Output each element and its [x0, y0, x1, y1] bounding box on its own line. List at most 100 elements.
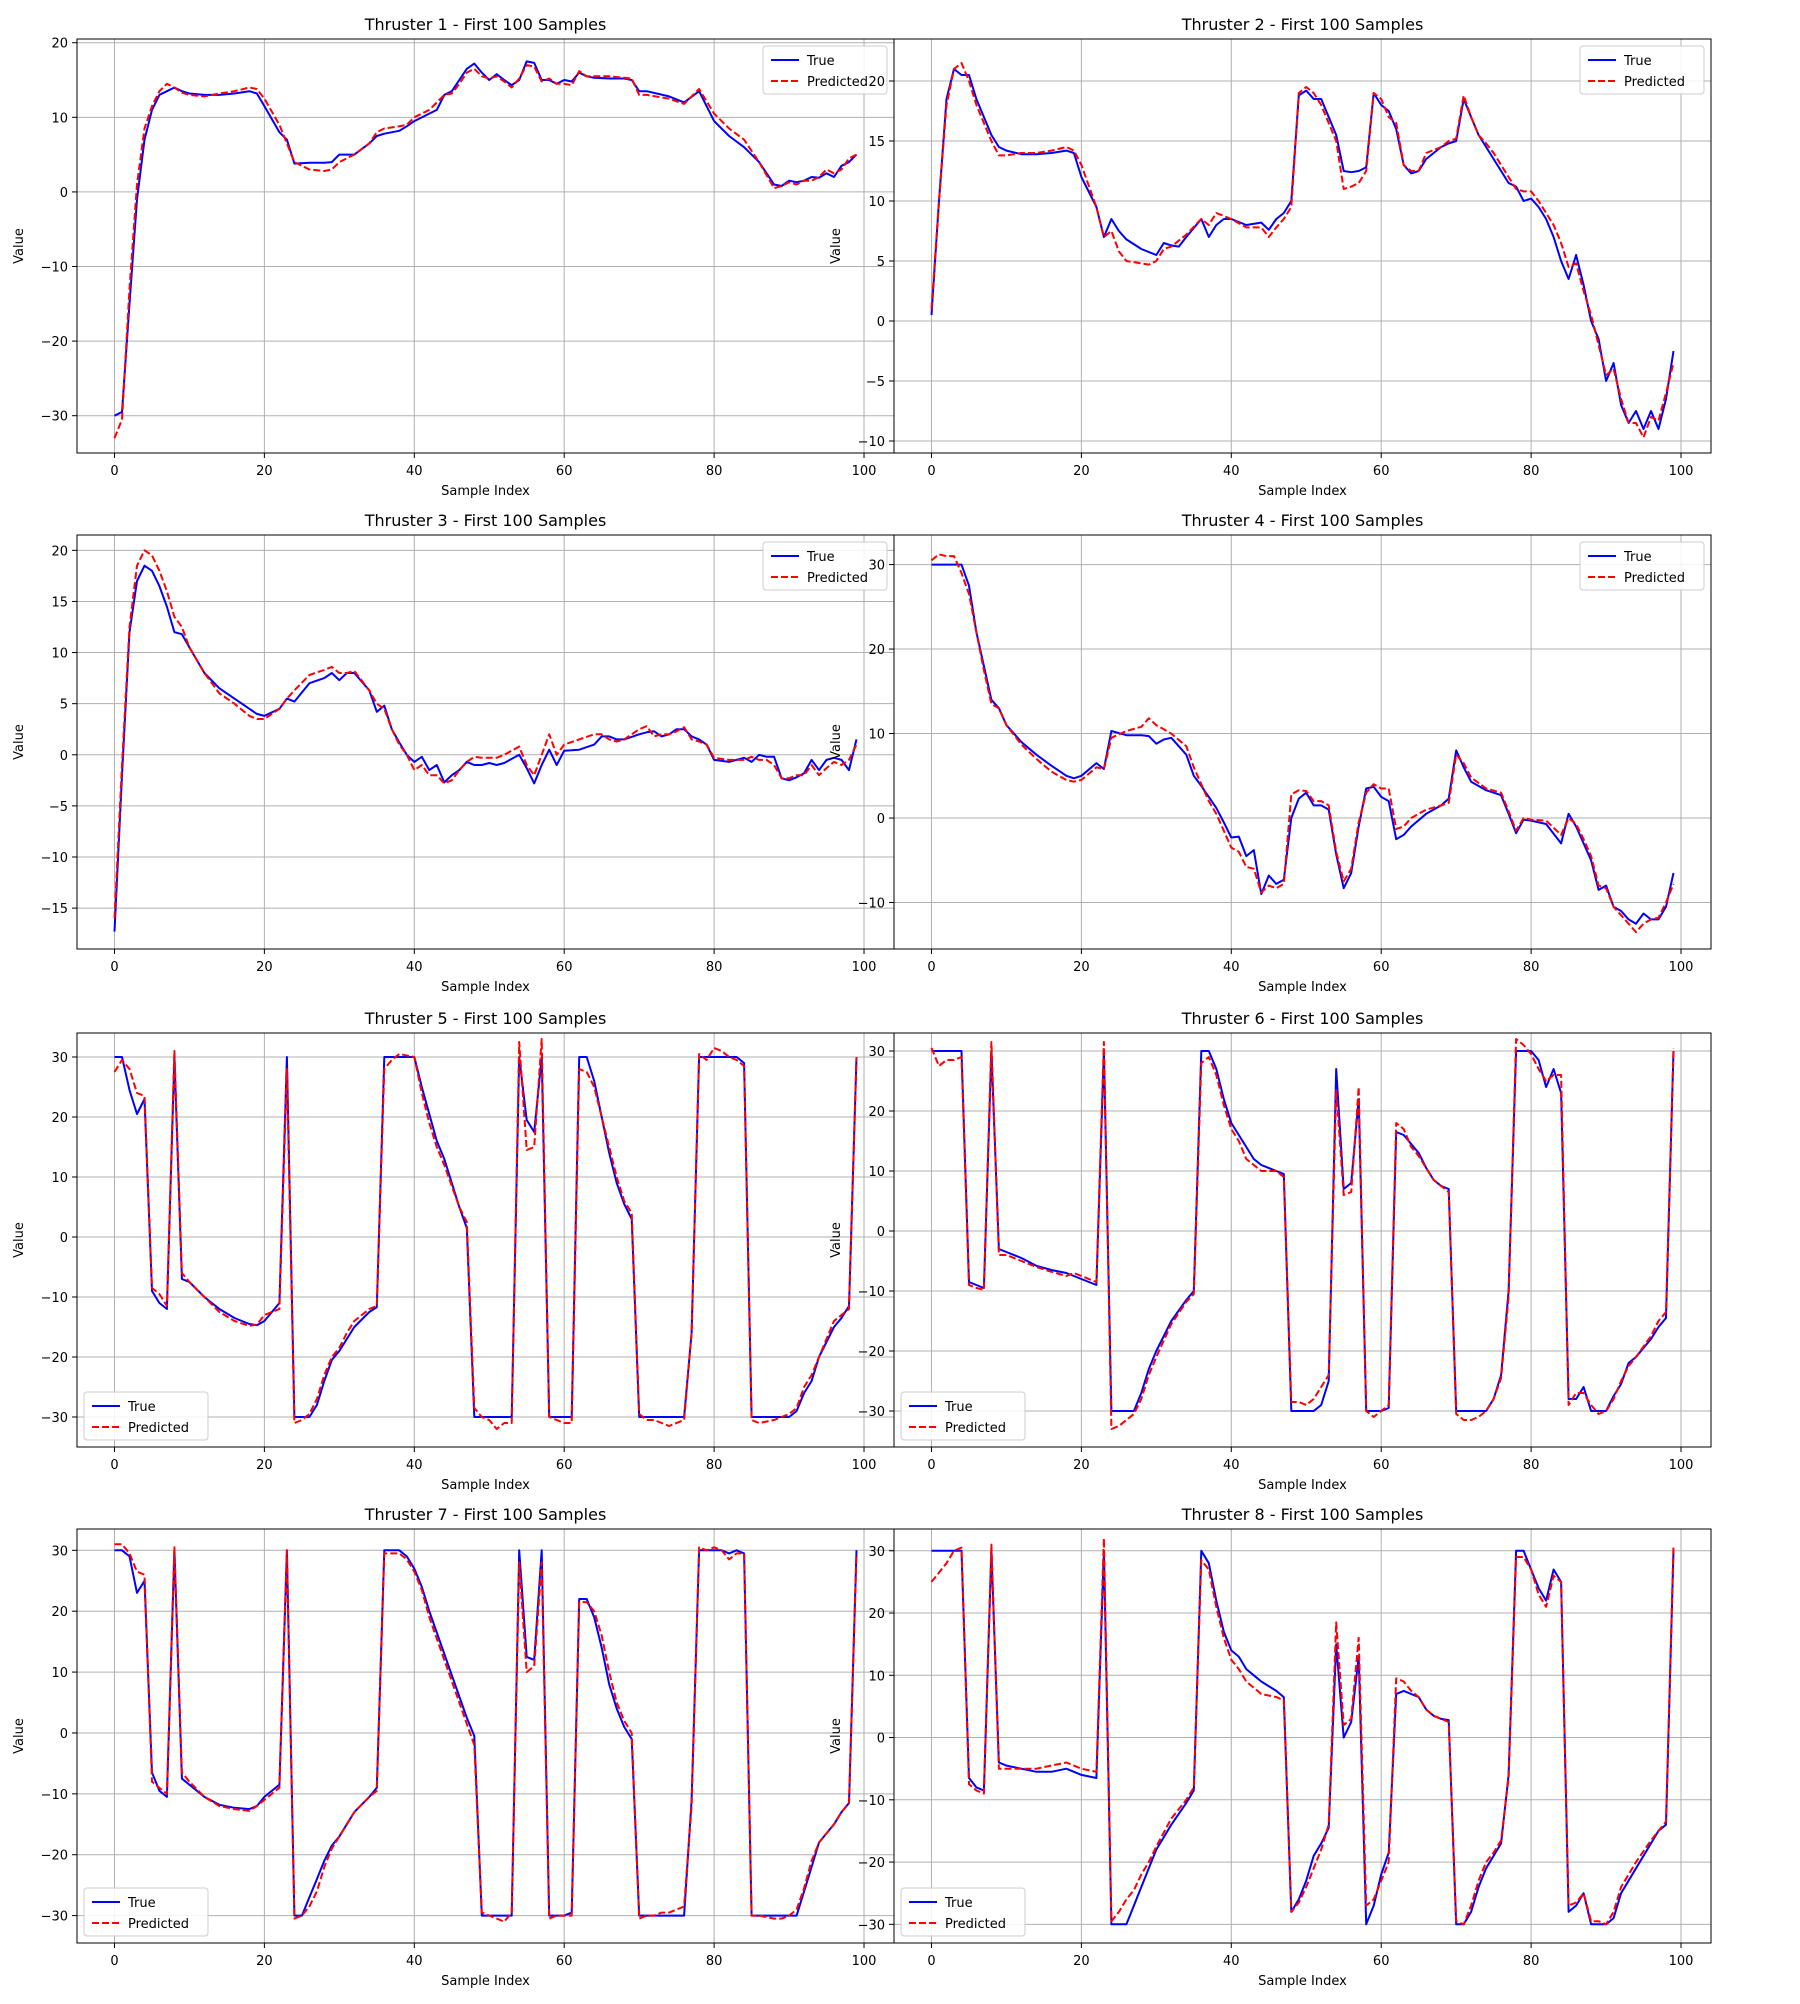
- axes-frame: [76, 1032, 895, 1448]
- x-tick-label: 80: [706, 1458, 723, 1473]
- y-tick-label: 30: [51, 1544, 68, 1559]
- y-tick-label: 5: [877, 255, 885, 270]
- y-tick-label: −10: [41, 1291, 68, 1306]
- y-axis-label: Value: [12, 724, 27, 760]
- x-tick-label: 40: [406, 960, 423, 975]
- x-tick-label: 60: [1373, 1954, 1390, 1969]
- x-tick-label: 100: [1669, 1458, 1694, 1473]
- y-axis-label: Value: [829, 1718, 844, 1754]
- x-tick-label: 20: [256, 1954, 273, 1969]
- y-tick-label: 0: [60, 1727, 68, 1742]
- x-tick-label: 80: [1523, 1954, 1540, 1969]
- series-line-true: [930, 68, 1675, 430]
- series-line-predicted: [114, 1543, 858, 1923]
- series-line-predicted: [930, 1038, 1675, 1430]
- chart-title: Thruster 2 - First 100 Samples: [1181, 15, 1424, 34]
- y-axis-label: Value: [12, 1718, 27, 1754]
- series-line-true: [113, 564, 858, 932]
- y-tick-label: −10: [858, 1285, 885, 1300]
- axes-frame: [76, 38, 895, 454]
- y-tick-label: 10: [51, 1171, 68, 1186]
- x-tick-label: 40: [406, 464, 423, 479]
- y-tick-label: −20: [41, 335, 68, 350]
- chart-title: Thruster 6 - First 100 Samples: [1181, 1009, 1424, 1028]
- chart-title: Thruster 5 - First 100 Samples: [364, 1009, 607, 1028]
- y-tick-label: 0: [60, 749, 68, 764]
- y-tick-label: −5: [49, 800, 68, 815]
- y-tick-label: 20: [868, 1105, 885, 1120]
- x-tick-label: 80: [706, 960, 723, 975]
- x-tick-label: 100: [852, 1954, 877, 1969]
- axes-frame: [893, 1032, 1712, 1448]
- y-tick-label: 10: [868, 1165, 885, 1180]
- y-tick-label: −20: [41, 1849, 68, 1864]
- y-tick-label: 20: [868, 1607, 885, 1622]
- y-tick-label: 0: [877, 1225, 885, 1240]
- legend: True Predicted: [1579, 45, 1705, 95]
- y-tick-label: 0: [60, 186, 68, 201]
- y-tick-label: 20: [868, 643, 885, 658]
- axes-frame: [893, 1528, 1712, 1944]
- x-tick-label: 100: [852, 960, 877, 975]
- x-tick-label: 60: [556, 1458, 573, 1473]
- y-tick-label: −10: [41, 261, 68, 276]
- series-line-predicted: [930, 1537, 1675, 1926]
- y-axis-label: Value: [829, 228, 844, 264]
- y-tick-label: −30: [41, 1910, 68, 1925]
- y-tick-label: 20: [51, 37, 68, 52]
- x-tick-label: 40: [406, 1458, 423, 1473]
- x-tick-label: 0: [927, 464, 935, 479]
- series-line-true: [931, 563, 1675, 925]
- y-axis-label: Value: [829, 1222, 844, 1258]
- x-tick-label: 20: [1073, 1954, 1090, 1969]
- x-tick-label: 0: [927, 1458, 935, 1473]
- y-tick-label: 0: [877, 315, 885, 330]
- y-tick-label: 10: [868, 728, 885, 743]
- series-line-true: [114, 60, 858, 417]
- y-tick-label: 5: [60, 698, 68, 713]
- legend-label-true: True: [944, 1400, 973, 1415]
- series-line-predicted: [113, 64, 857, 439]
- legend-label-predicted: Predicted: [1624, 571, 1685, 586]
- x-tick-label: 20: [1073, 1458, 1090, 1473]
- y-tick-label: 10: [51, 647, 68, 662]
- x-tick-label: 0: [110, 960, 118, 975]
- y-tick-label: −20: [858, 1856, 885, 1871]
- y-tick-label: 15: [51, 595, 68, 610]
- x-axis-label: Sample Index: [1258, 1974, 1347, 1989]
- x-tick-label: 60: [556, 960, 573, 975]
- y-tick-label: 10: [868, 195, 885, 210]
- y-tick-label: 0: [60, 1231, 68, 1246]
- y-tick-label: 20: [51, 544, 68, 559]
- legend: True Predicted: [900, 1887, 1026, 1937]
- series-line-true: [931, 1050, 1675, 1412]
- x-tick-label: 80: [1523, 1458, 1540, 1473]
- legend-label-true: True: [806, 550, 835, 565]
- x-axis-label: Sample Index: [441, 1478, 530, 1493]
- y-tick-label: 10: [51, 1666, 68, 1681]
- x-tick-label: 80: [706, 464, 723, 479]
- y-tick-label: −10: [41, 851, 68, 866]
- legend: True Predicted: [900, 1391, 1026, 1441]
- y-tick-label: 0: [877, 812, 885, 827]
- chart-panel-6: Thruster 6 - First 100 Samples 0 20 40 60 80 1…: [829, 1009, 1712, 1493]
- x-tick-label: 20: [1073, 960, 1090, 975]
- x-tick-label: 80: [1523, 960, 1540, 975]
- y-axis-label: Value: [12, 1222, 27, 1258]
- series-line-predicted: [113, 549, 858, 919]
- x-tick-label: 80: [1523, 464, 1540, 479]
- y-tick-label: 30: [868, 559, 885, 574]
- y-tick-label: −30: [41, 1411, 68, 1426]
- x-tick-label: 0: [110, 464, 118, 479]
- chart-panel-1: Thruster 1 - First 100 Samples 0 20 40 60 80 1…: [12, 15, 895, 499]
- legend-label-predicted: Predicted: [807, 75, 868, 90]
- x-axis-label: Sample Index: [1258, 484, 1347, 499]
- x-axis-label: Sample Index: [441, 1974, 530, 1989]
- y-tick-label: −10: [41, 1788, 68, 1803]
- x-axis-label: Sample Index: [441, 980, 530, 995]
- legend-label-predicted: Predicted: [128, 1917, 189, 1932]
- legend: True Predicted: [83, 1887, 209, 1937]
- y-tick-label: −20: [41, 1351, 68, 1366]
- x-tick-label: 40: [406, 1954, 423, 1969]
